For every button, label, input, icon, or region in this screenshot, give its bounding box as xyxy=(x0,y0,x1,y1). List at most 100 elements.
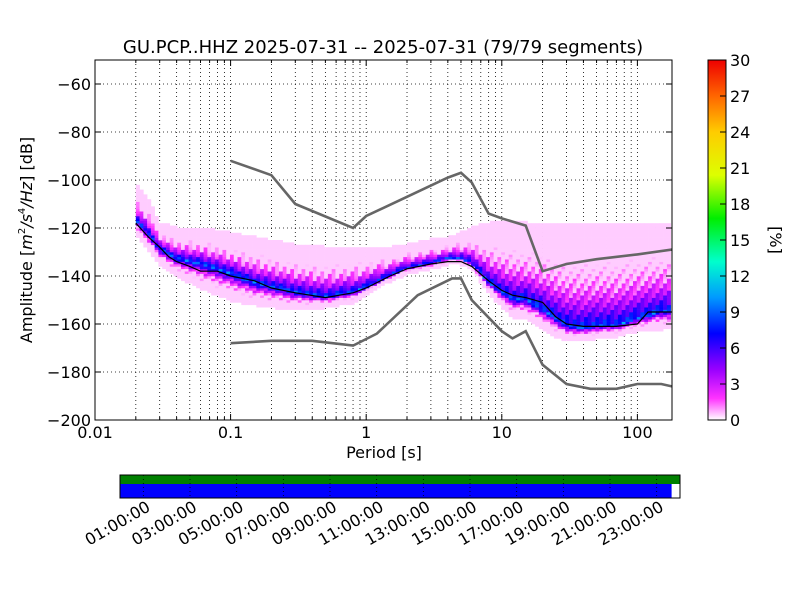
density-cell xyxy=(625,232,630,236)
density-cell xyxy=(433,247,438,250)
density-cell xyxy=(486,266,491,270)
density-cell xyxy=(342,264,348,267)
density-cell xyxy=(237,252,242,255)
density-cell xyxy=(550,283,555,286)
density-cell xyxy=(440,261,445,265)
density-cell xyxy=(233,264,238,267)
density-cell xyxy=(546,235,551,238)
density-cell xyxy=(580,237,585,241)
density-cell xyxy=(512,307,517,310)
density-cell xyxy=(655,321,660,325)
density-cell xyxy=(580,223,585,226)
density-cell xyxy=(610,237,615,241)
density-cell xyxy=(286,266,291,270)
density-cell xyxy=(655,307,660,310)
density-cell xyxy=(591,280,596,284)
density-cell xyxy=(139,237,144,241)
density-cell xyxy=(203,268,208,272)
density-cell xyxy=(557,292,562,296)
density-cell xyxy=(602,328,607,332)
density-cell xyxy=(282,247,287,250)
density-cell xyxy=(425,240,430,243)
density-cell xyxy=(248,292,253,296)
density-cell xyxy=(625,242,630,246)
density-cell xyxy=(184,235,189,238)
density-cell xyxy=(621,244,626,248)
density-cell xyxy=(553,280,558,284)
density-cell xyxy=(395,266,400,270)
density-cell xyxy=(587,252,592,255)
density-cell xyxy=(459,237,464,241)
density-cell xyxy=(550,326,555,330)
density-cell xyxy=(203,249,208,253)
density-cell xyxy=(617,242,623,246)
density-cell xyxy=(339,276,344,279)
density-cell xyxy=(350,273,355,277)
density-cell xyxy=(342,295,348,298)
density-cell xyxy=(184,259,189,262)
density-cell xyxy=(655,242,660,246)
density-cell xyxy=(143,242,148,246)
density-cell xyxy=(267,304,272,308)
density-cell xyxy=(561,278,566,282)
density-cell xyxy=(640,328,645,332)
density-cell xyxy=(644,254,649,258)
density-cell xyxy=(576,266,581,270)
density-cell xyxy=(576,319,581,322)
density-cell xyxy=(489,256,494,260)
density-cell xyxy=(437,252,442,255)
density-cell xyxy=(493,276,498,279)
density-cell xyxy=(599,300,604,303)
density-cell xyxy=(617,328,623,332)
density-cell xyxy=(617,244,623,248)
density-cell xyxy=(335,254,340,258)
density-cell xyxy=(640,319,645,322)
density-cell xyxy=(275,304,280,308)
density-cell xyxy=(663,280,668,284)
density-cell xyxy=(614,273,619,277)
density-cell xyxy=(655,300,660,303)
density-cell xyxy=(636,266,641,270)
density-cell xyxy=(568,295,574,298)
density-cell xyxy=(233,237,238,241)
density-cell xyxy=(324,302,329,306)
density-cell xyxy=(455,237,461,241)
density-cell xyxy=(610,292,615,296)
density-cell xyxy=(580,328,585,332)
density-cell xyxy=(553,228,558,231)
density-cell xyxy=(282,264,287,267)
density-cell xyxy=(546,331,551,334)
density-cell xyxy=(527,268,532,272)
density-cell xyxy=(542,302,547,306)
density-cell xyxy=(365,249,370,253)
density-cell xyxy=(399,271,404,274)
density-cell xyxy=(214,264,219,267)
density-cell xyxy=(222,259,227,262)
density-cell xyxy=(568,283,574,286)
density-cell xyxy=(614,242,619,246)
density-cell xyxy=(448,252,453,255)
density-cell xyxy=(301,285,306,289)
density-cell xyxy=(222,242,227,246)
density-cell xyxy=(207,232,212,236)
density-cell xyxy=(595,324,600,327)
density-cell xyxy=(655,297,660,301)
density-cell xyxy=(587,321,592,325)
density-cell xyxy=(196,244,201,248)
density-cell xyxy=(504,235,510,238)
density-cell xyxy=(135,235,140,238)
density-cell xyxy=(135,199,140,202)
density-cell xyxy=(651,328,656,332)
density-cell xyxy=(591,244,596,248)
density-cell xyxy=(429,256,434,260)
density-cell xyxy=(610,314,615,318)
density-cell xyxy=(617,235,623,238)
density-cell xyxy=(248,302,253,306)
density-cell xyxy=(648,242,653,246)
density-cell xyxy=(327,254,332,258)
density-cell xyxy=(184,271,189,274)
density-cell xyxy=(527,225,532,229)
density-cell xyxy=(659,242,664,246)
density-cell xyxy=(591,312,596,315)
